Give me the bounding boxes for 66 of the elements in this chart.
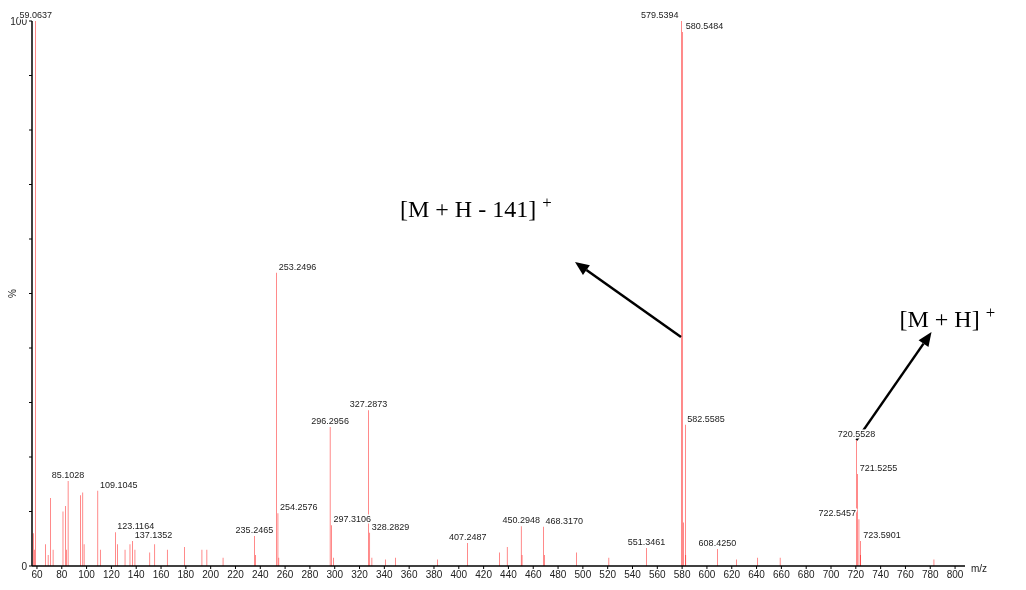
- annotation: 407.2487: [449, 532, 487, 543]
- x-tick-label: 640: [748, 569, 766, 581]
- x-tick-label: 680: [797, 569, 815, 581]
- annotation: 137.1352: [134, 529, 173, 540]
- annotation: 297.3106: [333, 514, 371, 525]
- x-tick-label: 140: [127, 569, 145, 581]
- x-tick-label: 620: [723, 569, 741, 581]
- annotation: 551.3461: [627, 537, 666, 548]
- annotation: 254.2576: [279, 502, 318, 513]
- annotation: [M + H]$^{+}$: [899, 302, 996, 333]
- x-tick-label: 660: [773, 569, 791, 581]
- annotation: 123.1164: [117, 521, 155, 532]
- y-tick-label: 0: [21, 560, 28, 572]
- x-tick-label: 120: [103, 569, 121, 581]
- x-tick-label: 220: [227, 569, 245, 581]
- x-tick-label: 180: [177, 569, 195, 581]
- annotation: [M + H - 141]$^{+}$: [400, 192, 552, 222]
- x-tick-label: 720: [847, 569, 865, 581]
- annotation: 235.2465: [235, 525, 274, 536]
- x-tick-label: 760: [897, 569, 915, 581]
- annotation: 579.5394: [641, 10, 679, 20]
- annotation: 328.2829: [371, 521, 410, 532]
- x-tick-label: 460: [524, 569, 543, 581]
- x-tick-label: 440: [500, 569, 518, 581]
- x-tick-label: 400: [450, 569, 468, 581]
- x-tick-label: 500: [574, 569, 592, 581]
- x-tick-label: 300: [326, 569, 344, 581]
- x-tick-label: 80: [56, 569, 68, 581]
- x-tick-label: 60: [31, 569, 43, 581]
- x-tick-label: 780: [921, 569, 940, 581]
- x-tick-label: 580: [673, 569, 691, 581]
- x-tick-label: 520: [599, 569, 617, 581]
- x-tick-label: 480: [549, 569, 567, 581]
- annotation: 327.2873: [349, 399, 388, 410]
- annotation: 580.5484: [685, 20, 724, 31]
- annotation: 296.2956: [311, 416, 349, 427]
- x-tick-label: 160: [152, 569, 170, 581]
- annotation: 468.3170: [545, 515, 584, 526]
- x-tick-label: 320: [351, 569, 369, 581]
- x-tick-label: 740: [872, 569, 890, 581]
- x-tick-label: 260: [276, 569, 294, 581]
- annotation: 582.5585: [687, 413, 725, 424]
- annotation: 253.2496: [278, 261, 317, 272]
- annotation: 722.5457: [818, 508, 856, 519]
- x-tick-label: 360: [400, 569, 418, 581]
- x-tick-label: 280: [301, 569, 319, 581]
- x-tick-label: 100: [78, 569, 96, 581]
- annotation: 450.2948: [502, 515, 540, 526]
- y-axis-title: %: [7, 288, 18, 298]
- x-tick-label: 420: [475, 569, 493, 581]
- x-tick-label: 200: [202, 569, 220, 581]
- x-tick-label: 240: [251, 569, 270, 581]
- annotation: 723.5901: [863, 529, 901, 540]
- x-tick-label: 700: [822, 569, 840, 581]
- annotation: 59.0637: [19, 10, 53, 20]
- annotation: 109.1045: [99, 479, 138, 490]
- x-tick-label: 340: [376, 569, 394, 581]
- annotation: 608.4250: [698, 538, 737, 549]
- annotation: 721.5255: [859, 462, 898, 473]
- x-tick-label: 540: [624, 569, 642, 581]
- x-tick-label: 380: [425, 569, 443, 581]
- x-tick-label: 600: [698, 569, 716, 581]
- x-tick-label: 560: [648, 569, 667, 581]
- annotation: 85.1028: [51, 469, 85, 480]
- x-axis-title: m/z: [971, 563, 988, 574]
- x-tick-label: 800: [946, 569, 964, 581]
